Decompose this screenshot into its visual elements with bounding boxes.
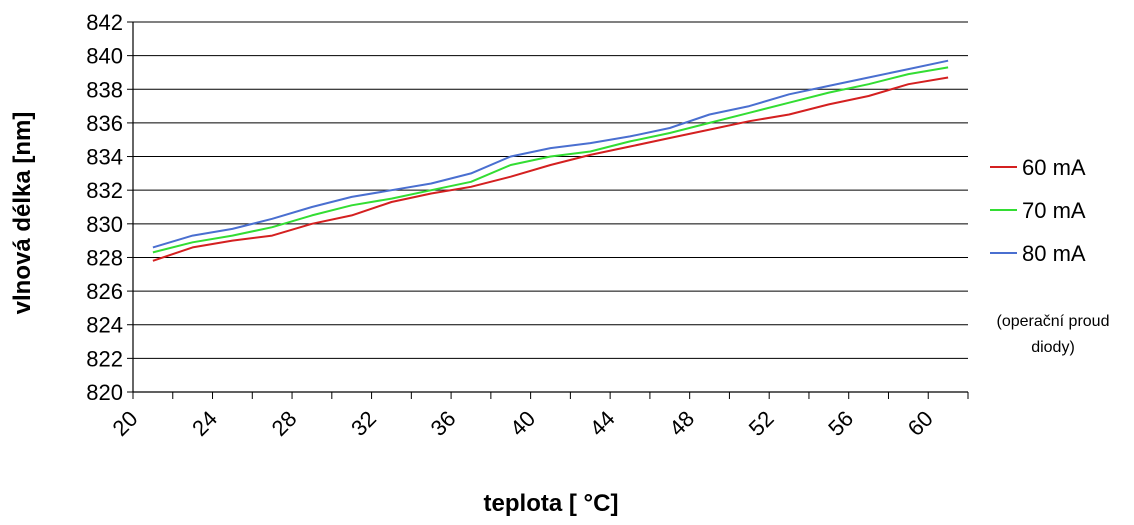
legend-label: 60 mA — [1022, 155, 1086, 180]
legend-label: 80 mA — [1022, 241, 1086, 266]
series-line — [152, 76, 949, 262]
grid-lines — [133, 21, 968, 359]
x-tick-label: 48 — [664, 406, 699, 441]
x-tick-label: 24 — [187, 406, 222, 441]
x-tick-label: 60 — [903, 406, 938, 441]
x-axis-title: teplota [ °C] — [484, 490, 619, 517]
x-tick-label: 52 — [744, 406, 779, 441]
legend: 60 mA 70 mA 80 mA — [990, 155, 1086, 266]
series-lines — [152, 59, 949, 262]
y-tick-label: 842 — [86, 10, 123, 35]
y-tick-labels: 820 822 824 826 828 830 832 834 836 838 840 842 — [86, 10, 123, 405]
y-tick-label: 820 — [86, 380, 123, 405]
legend-label: 70 mA — [1022, 198, 1086, 223]
x-tick-label: 36 — [426, 406, 461, 441]
y-tick-label: 826 — [86, 279, 123, 304]
y-tick-label: 840 — [86, 44, 123, 69]
x-tick-label: 28 — [267, 406, 302, 441]
x-tick-label: 44 — [585, 406, 620, 441]
x-tick-labels: 20 24 28 32 36 40 44 48 52 56 60 — [108, 406, 938, 441]
legend-note: (operační proud diody) — [997, 313, 1110, 356]
y-tick-label: 836 — [86, 111, 123, 136]
y-axis-title: vlnová délka [nm] — [9, 112, 36, 315]
series-line — [152, 59, 949, 249]
legend-note-line: (operační proud — [997, 313, 1110, 330]
series-line — [152, 66, 949, 254]
y-tick-label: 824 — [86, 313, 123, 338]
x-tick-label: 32 — [346, 406, 381, 441]
x-tick-label: 20 — [108, 406, 143, 441]
y-tick-label: 830 — [86, 212, 123, 237]
y-tick-label: 828 — [86, 245, 123, 270]
legend-note-line: diody) — [1031, 339, 1075, 356]
y-tick-label: 832 — [86, 178, 123, 203]
y-tick-label: 834 — [86, 145, 123, 170]
x-tick-label: 56 — [823, 406, 858, 441]
y-tick-label: 822 — [86, 346, 123, 371]
x-tick-label: 40 — [505, 406, 540, 441]
axes — [127, 21, 969, 399]
y-tick-label: 838 — [86, 77, 123, 102]
